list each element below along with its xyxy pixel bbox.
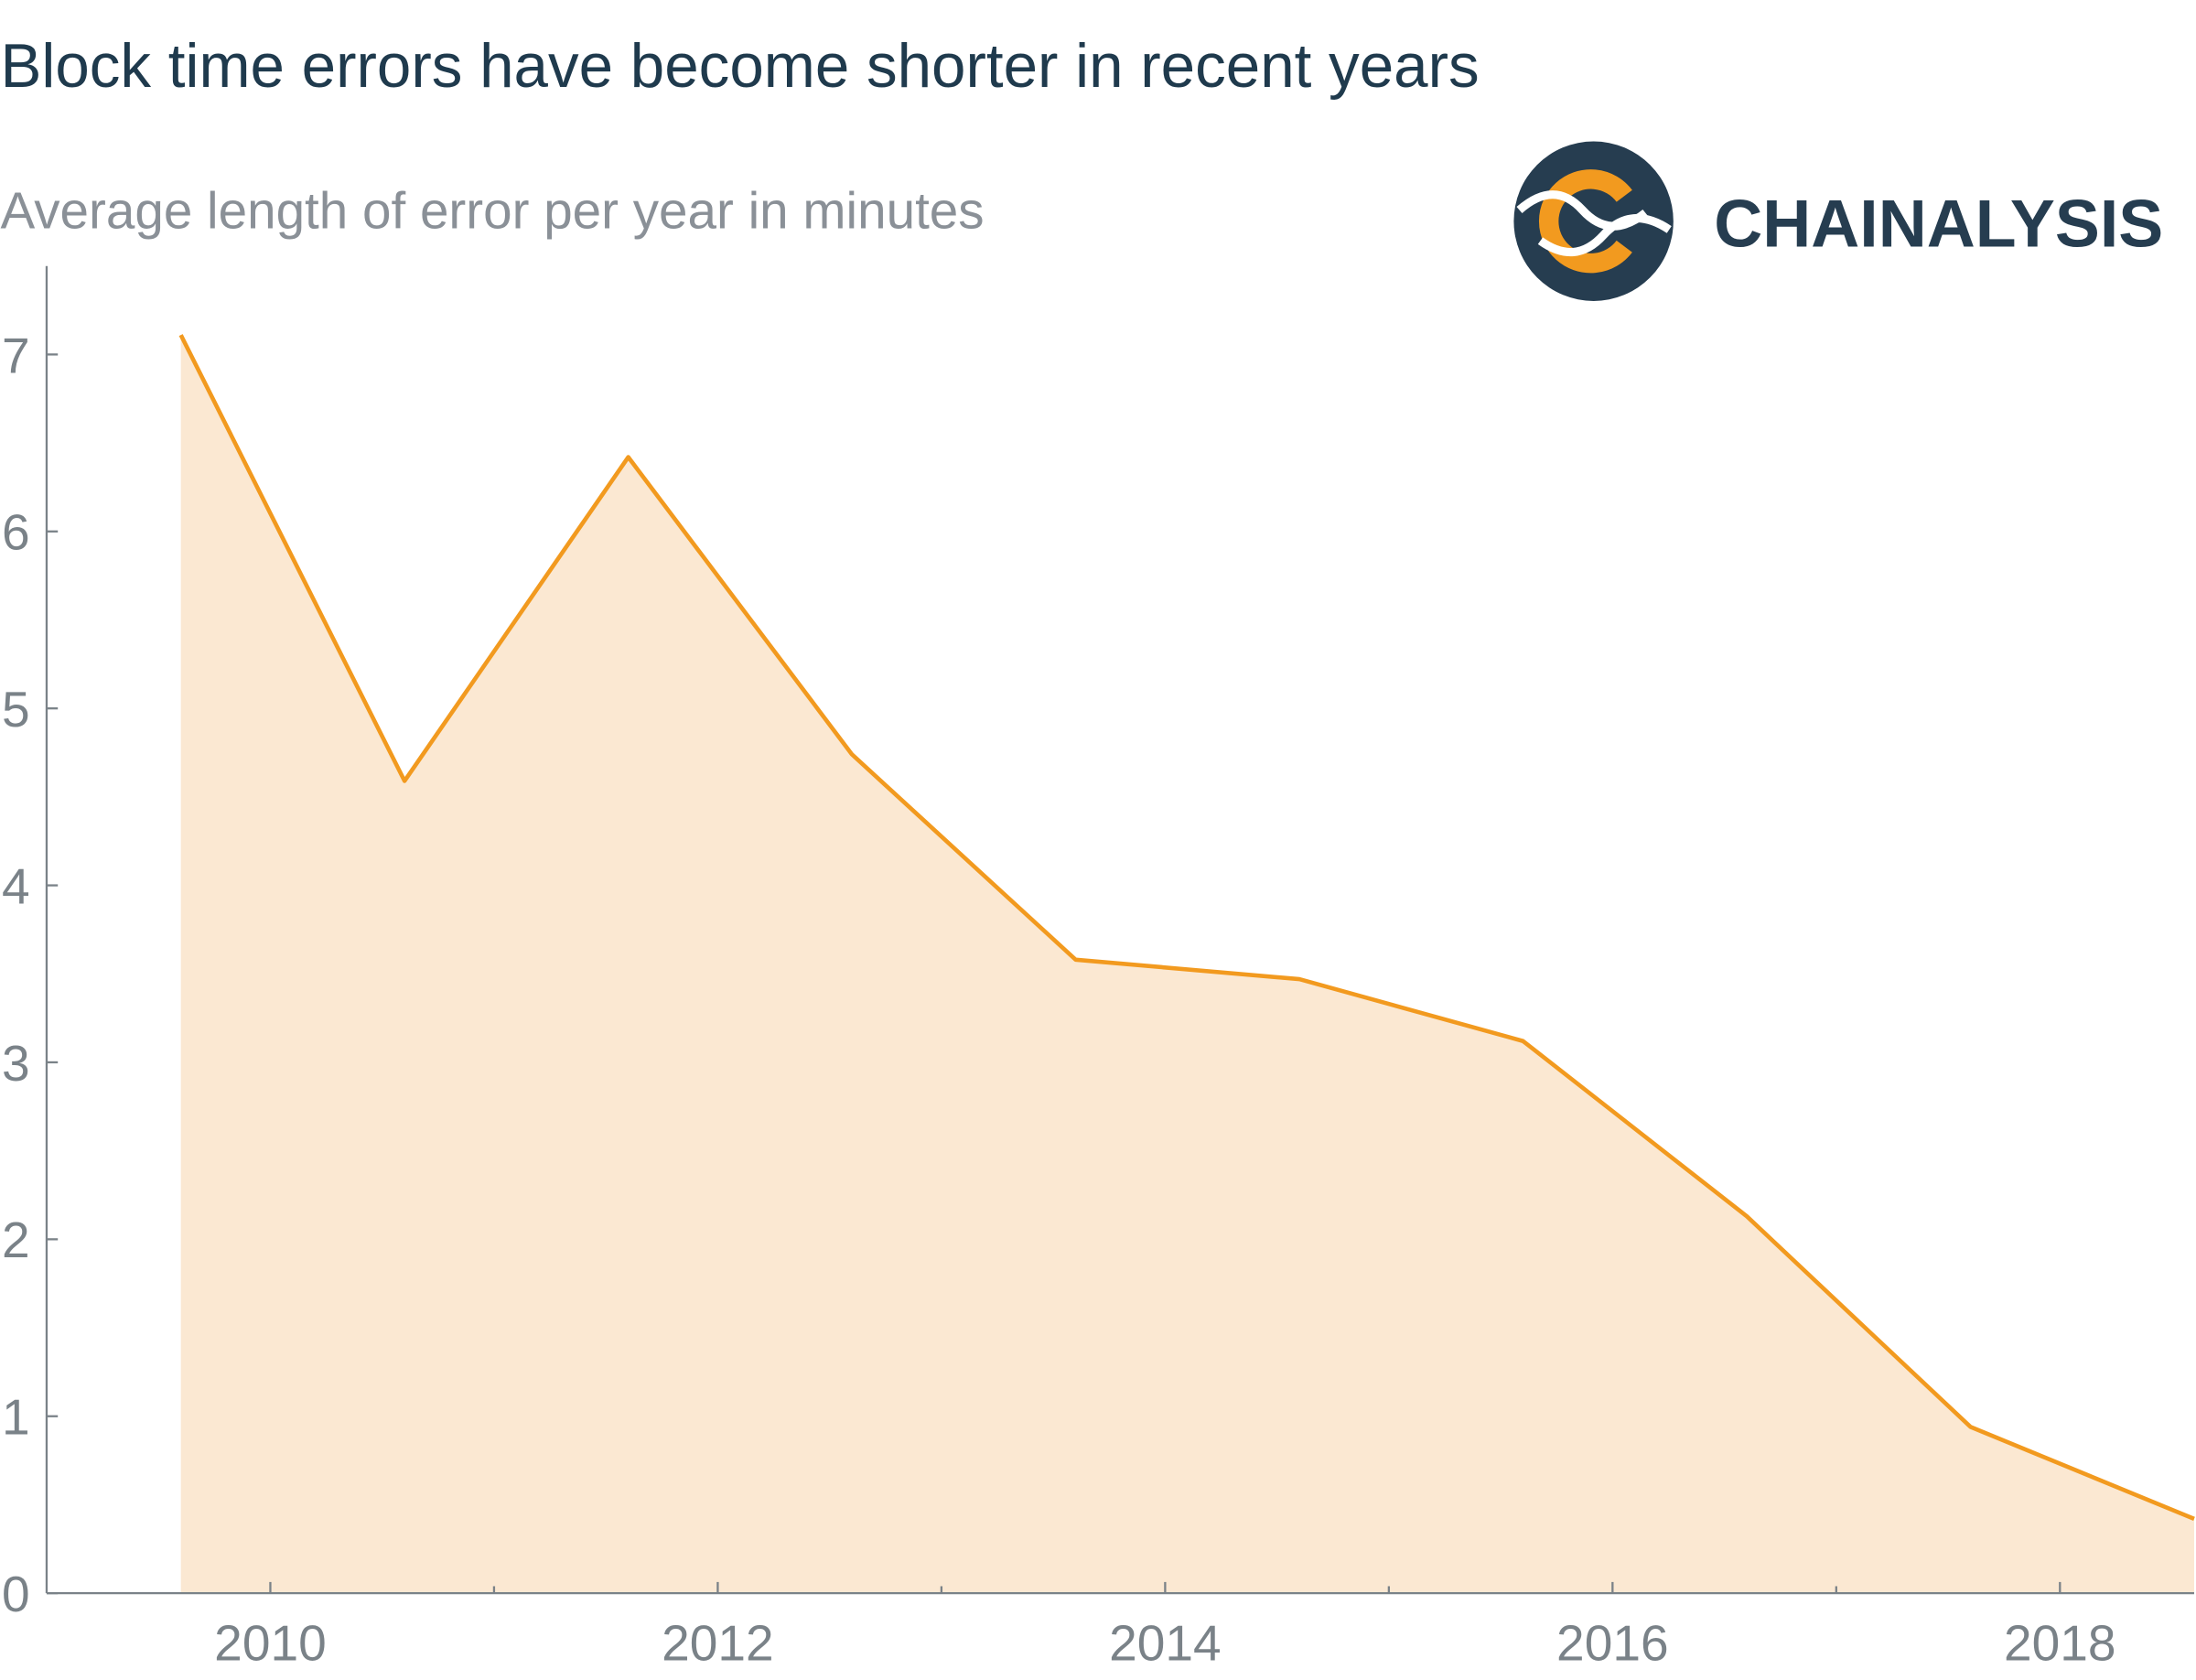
x-tick-label: 2016: [1556, 1615, 1669, 1672]
x-tick-label: 2012: [662, 1615, 774, 1672]
y-tick-label: 7: [2, 327, 30, 383]
chart-title: Block time errors have become shorter in…: [0, 32, 1479, 101]
logo-arc: [1539, 169, 1632, 274]
y-tick-label: 1: [2, 1389, 30, 1446]
x-tick-label: 2010: [214, 1615, 327, 1672]
y-tick-label: 0: [2, 1566, 30, 1622]
y-tick-label: 5: [2, 681, 30, 738]
x-tick-label: 2014: [1109, 1615, 1222, 1672]
x-tick-label: 2018: [2004, 1615, 2116, 1672]
logo-text: CHAINALYSIS: [1714, 186, 2163, 261]
chart-subtitle: Average length of error per year in minu…: [0, 181, 984, 239]
line: [178, 334, 2195, 1522]
y-tick-label: 6: [2, 504, 30, 561]
y-tick-label: 4: [2, 857, 30, 914]
y-tick-label: 2: [2, 1212, 30, 1268]
area-fill: [180, 335, 2194, 1594]
logo: CHAINALYSIS: [1513, 141, 2163, 301]
y-tick-label: 3: [2, 1035, 30, 1092]
logo-swirl: [1537, 214, 1672, 256]
